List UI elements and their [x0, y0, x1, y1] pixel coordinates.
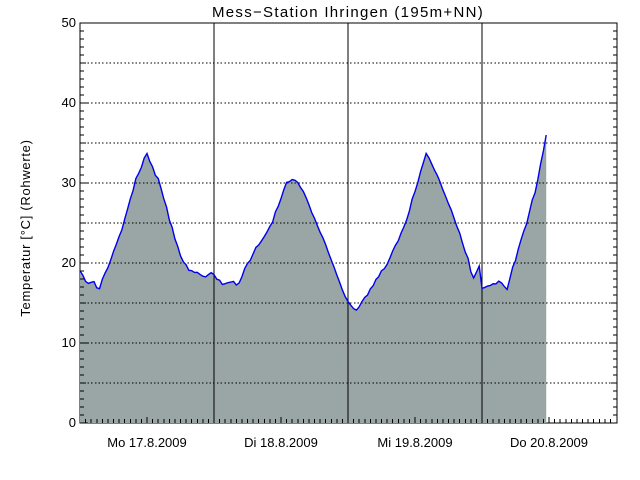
svg-text:Do 20.8.2009: Do 20.8.2009 — [510, 435, 588, 450]
svg-text:0: 0 — [69, 415, 76, 430]
svg-text:20: 20 — [62, 255, 76, 270]
svg-text:Di 18.8.2009: Di 18.8.2009 — [244, 435, 318, 450]
svg-text:10: 10 — [62, 335, 76, 350]
svg-text:Mi 19.8.2009: Mi 19.8.2009 — [377, 435, 452, 450]
svg-text:Mess−Station Ihringen (195m+NN: Mess−Station Ihringen (195m+NN) — [212, 4, 484, 21]
svg-text:Mo 17.8.2009: Mo 17.8.2009 — [107, 435, 187, 450]
svg-text:40: 40 — [62, 95, 76, 110]
svg-text:50: 50 — [62, 15, 76, 30]
svg-text:Temperatur [°C] (Rohwerte): Temperatur [°C] (Rohwerte) — [18, 139, 33, 316]
svg-text:30: 30 — [62, 175, 76, 190]
